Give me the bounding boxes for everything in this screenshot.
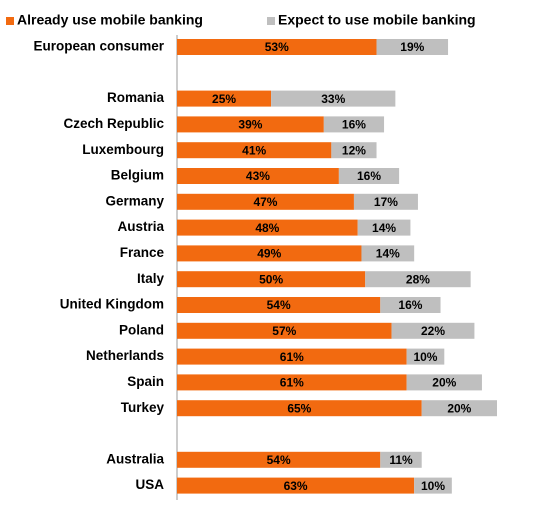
y-tick-label: European consumer — [33, 39, 164, 54]
bar-segment — [361, 245, 415, 262]
legend-swatch — [267, 17, 275, 25]
bar-segment — [391, 322, 475, 339]
value-label: 61% — [280, 376, 304, 390]
value-label: 54% — [267, 453, 291, 467]
value-label: 17% — [374, 195, 398, 209]
bar-segment — [177, 400, 422, 417]
legend-swatch — [6, 17, 14, 25]
value-label: 50% — [259, 272, 283, 286]
bar-segment — [365, 271, 471, 288]
bar-segment — [177, 116, 324, 133]
value-label: 65% — [287, 401, 311, 415]
bar-segment — [406, 348, 445, 365]
bar-segment — [323, 116, 385, 133]
value-label: 10% — [421, 479, 445, 493]
bar-segment — [177, 39, 377, 55]
value-label: 63% — [284, 479, 308, 493]
value-label: 33% — [321, 92, 345, 106]
value-label: 41% — [242, 143, 266, 157]
value-label: 22% — [421, 324, 445, 338]
bar-segment — [177, 271, 366, 288]
value-label: 61% — [280, 350, 304, 364]
bar-segment — [177, 219, 358, 236]
value-label: 57% — [272, 324, 296, 338]
y-tick-label: Belgium — [111, 168, 164, 183]
bar-segment — [177, 477, 415, 494]
y-tick-label: Netherlands — [86, 348, 164, 363]
y-tick-label: Italy — [137, 271, 165, 286]
bar-segment — [177, 322, 392, 339]
bar-segment — [338, 168, 400, 184]
bar-segment — [414, 477, 452, 494]
value-label: 48% — [255, 221, 279, 235]
value-label: 16% — [357, 169, 381, 183]
bar-segment — [177, 193, 354, 210]
value-label: 25% — [212, 92, 236, 106]
bar-segment — [357, 219, 411, 236]
y-tick-label: Luxembourg — [82, 142, 164, 157]
y-tick-label: USA — [135, 477, 164, 492]
value-label: 10% — [413, 350, 437, 364]
y-tick-label: Spain — [127, 374, 164, 389]
y-tick-label: Czech Republic — [63, 116, 164, 131]
bar-segment — [177, 297, 381, 313]
bar-segment — [177, 90, 272, 107]
value-label: 43% — [246, 169, 270, 183]
value-label: 14% — [372, 221, 396, 235]
bar-segment — [406, 374, 482, 391]
y-tick-label: Germany — [105, 193, 164, 208]
y-tick-label: Australia — [106, 451, 164, 466]
value-label: 39% — [238, 118, 262, 132]
value-label: 16% — [398, 298, 422, 312]
bar-segment — [380, 297, 441, 313]
legend-label: Already use mobile banking — [17, 12, 203, 28]
value-label: 47% — [253, 195, 277, 209]
bar-segment — [177, 168, 339, 184]
value-label: 16% — [342, 118, 366, 132]
bar-segment — [177, 142, 332, 159]
bar-segment — [376, 39, 449, 55]
legend-label: Expect to use mobile banking — [278, 12, 476, 28]
bar-segment — [177, 374, 407, 391]
bar-segment — [177, 348, 407, 365]
value-label: 20% — [447, 401, 471, 415]
value-label: 12% — [342, 143, 366, 157]
bar-segment — [177, 451, 381, 468]
bar-segment — [380, 451, 422, 468]
value-label: 20% — [432, 376, 456, 390]
bar-segment — [353, 193, 418, 210]
bar-segment — [177, 245, 362, 262]
y-tick-label: Romania — [107, 90, 165, 105]
bar-segment — [421, 400, 497, 417]
value-label: 28% — [406, 272, 430, 286]
value-label: 54% — [267, 298, 291, 312]
y-tick-label: Austria — [117, 219, 164, 234]
bar-segment — [331, 142, 377, 159]
value-label: 53% — [265, 40, 289, 54]
value-label: 11% — [389, 453, 413, 467]
value-label: 49% — [257, 247, 281, 261]
value-label: 14% — [376, 247, 400, 261]
bar-segment — [271, 90, 396, 107]
y-tick-label: Poland — [119, 322, 164, 337]
y-tick-label: United Kingdom — [60, 297, 164, 312]
y-tick-label: Turkey — [121, 400, 165, 415]
y-tick-label: France — [120, 245, 165, 260]
value-label: 19% — [400, 40, 424, 54]
